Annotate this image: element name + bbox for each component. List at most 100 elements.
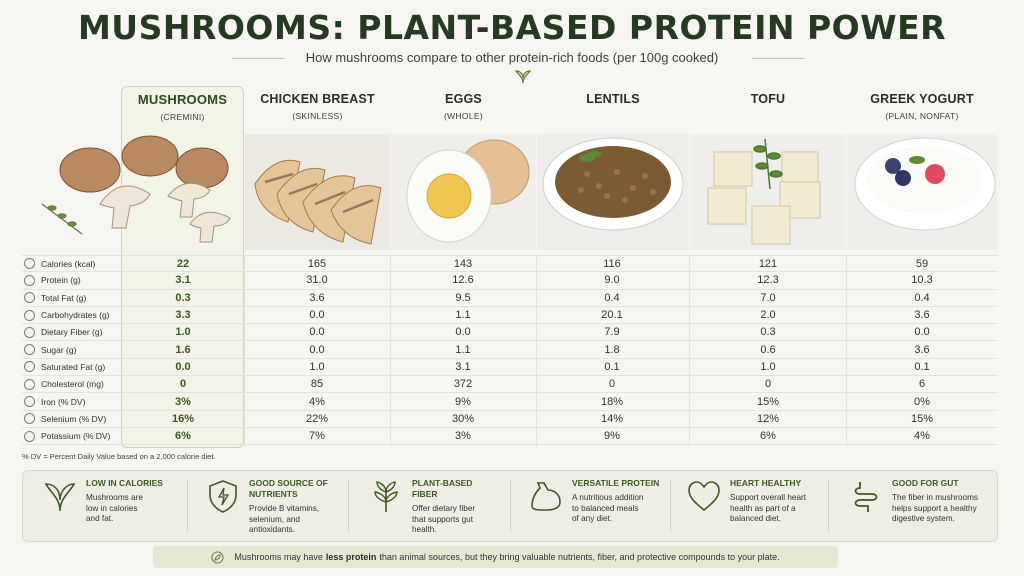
row-label-text: Total Fat (g) — [41, 292, 87, 303]
column-header-eggs: EGGS (WHOLE) — [391, 92, 536, 121]
column-divider — [689, 255, 690, 447]
table-row: Sugar (g) 1.6 0.0 1.1 1.8 0.6 3.6 — [22, 341, 998, 359]
benefit-text-line: selenium, and — [249, 514, 300, 524]
row-label-text: Protein (g) — [41, 275, 81, 286]
row-label-text: Calories (kcal) — [41, 258, 96, 269]
benefit-title-line: FIBER — [412, 489, 438, 499]
table-cell: 30% — [451, 412, 475, 425]
table-cell: 12.6 — [452, 274, 474, 287]
benefit-text: Provide B vitamins, selenium, and antioxid… — [249, 504, 359, 536]
benefit-divider — [670, 480, 671, 532]
benefit-text-line: and fat. — [86, 514, 114, 523]
row-label: Total Fat (g) — [22, 290, 122, 306]
benefit-title-line: PLANT-BASED — [412, 478, 473, 488]
table-cell: 14% — [600, 412, 624, 425]
bottom-summary-bar: Mushrooms may have less protein than ani… — [153, 546, 838, 568]
mushrooms-image — [41, 135, 231, 243]
benefit-title: GOOD SOURCE OF NUTRIENTS — [249, 478, 349, 500]
table-cell: 116 — [603, 257, 621, 270]
benefit-text: Support overall heart health as part of a… — [730, 493, 840, 525]
table-cell: 1.1 — [455, 343, 471, 356]
benefit-text-line: digestive system. — [892, 514, 955, 523]
table-row: Iron (% DV) 3% 4% 9% 18% 15% 0% — [22, 393, 998, 411]
row-label-text: Cholesterol (mg) — [41, 379, 104, 390]
benefit-text-line: A nutritious addition — [572, 493, 644, 502]
table-cell: 20.1 — [601, 309, 623, 322]
protein-icon — [24, 274, 35, 286]
table-cell: 9% — [604, 430, 620, 443]
table-cell: 0.4 — [604, 291, 620, 304]
table-cell: 15% — [756, 395, 780, 408]
column-name: MUSHROOMS — [137, 92, 228, 107]
benefit-item: VERSATILE PROTEIN A nutritious addition to… — [528, 478, 678, 534]
table-cell: 1.0 — [175, 326, 191, 339]
column-name: GREEK YOGURT — [870, 92, 974, 106]
table-cell: 9.5 — [455, 291, 471, 304]
benefit-text-line: Mushrooms are — [86, 493, 143, 502]
table-cell: 18% — [600, 395, 624, 408]
drop-icon — [24, 292, 35, 304]
table-cell: 3.1 — [175, 274, 191, 287]
table-row: Calories (kcal) 22 165 143 116 121 59 — [22, 255, 998, 273]
column-header-tofu: TOFU — [690, 92, 846, 111]
table-cell: 0% — [914, 395, 930, 408]
table-cell: 85 — [310, 378, 324, 391]
table-cell: 22 — [176, 257, 190, 270]
leaf-icon — [44, 483, 76, 512]
table-cell: 1.6 — [175, 343, 191, 356]
benefit-text-line: health. — [412, 525, 437, 534]
table-cell: 22% — [305, 412, 329, 425]
subtitle-divider-left — [232, 58, 284, 59]
table-cell: 7% — [309, 430, 325, 443]
table-cell: 3.1 — [455, 360, 471, 373]
muscle-icon — [531, 482, 561, 511]
benefit-title-line: VERSATILE PROTEIN — [572, 478, 660, 488]
row-label-text: Potassium (% DV) — [41, 431, 111, 442]
row-label: Cholesterol (mg) — [22, 376, 122, 392]
benefit-title-line: LOW IN CALORIES — [86, 478, 163, 488]
column-divider — [536, 255, 537, 447]
row-label: Saturated Fat (g) — [22, 359, 122, 375]
table-cell: 2.0 — [760, 309, 776, 322]
benefit-text-line: helps support a healthy — [892, 503, 977, 513]
table-row: Potassium (% DV) 6% 7% 3% 9% 6% 4% — [22, 428, 998, 446]
table-cell: 1.8 — [604, 343, 620, 356]
column-name: EGGS — [445, 92, 482, 106]
table-cell: 1.0 — [760, 360, 776, 373]
chicken-breast-image — [245, 134, 390, 250]
column-subtitle: (SKINLESS) — [292, 111, 343, 121]
benefit-title-line: HEART HEALTHY — [730, 478, 802, 488]
page-subtitle: How mushrooms compare to other protein-r… — [305, 50, 719, 65]
table-cell: 0.0 — [309, 309, 325, 322]
shield-icon — [209, 480, 237, 513]
leaf-icon — [514, 70, 532, 84]
footnote: % DV = Percent Daily Value based on a 2,… — [22, 452, 216, 461]
table-cell: 12% — [756, 412, 780, 425]
row-label-text: Carbohydrates (g) — [41, 310, 110, 321]
sugar-icon — [24, 344, 35, 356]
benefit-title: PLANT-BASED FIBER — [412, 478, 512, 500]
table-cell: 4% — [914, 430, 930, 443]
table-cell: 143 — [453, 257, 473, 270]
heart-icon — [688, 481, 720, 512]
benefit-text-line: antioxidants. — [249, 525, 295, 534]
column-divider — [244, 255, 245, 447]
benefit-title: HEART HEALTHY — [730, 478, 830, 489]
column-header-chicken: CHICKEN BREAST (SKINLESS) — [245, 92, 390, 121]
table-cell: 59 — [915, 257, 929, 270]
benefit-divider — [187, 480, 188, 532]
benefit-text-line: Support overall heart — [730, 493, 807, 502]
table-cell: 3% — [455, 430, 471, 443]
benefit-title-line: GOOD SOURCE OF — [249, 478, 328, 488]
row-label-text: Sugar (g) — [41, 344, 77, 355]
benefit-text-line: The fiber in mushrooms — [892, 493, 979, 502]
table-row: Cholesterol (mg) 0 85 372 0 0 6 — [22, 376, 998, 394]
row-label-text: Dietary Fiber (g) — [41, 327, 103, 338]
row-label: Iron (% DV) — [22, 393, 122, 409]
leaf-icon — [211, 550, 224, 564]
benefit-text-line: health as part of a — [730, 503, 796, 513]
greek-yogurt-image — [847, 134, 997, 250]
flame-icon — [24, 258, 35, 270]
table-cell: 6 — [918, 378, 926, 391]
benefit-item: PLANT-BASED FIBER Offer dietary fiber that … — [368, 478, 518, 534]
